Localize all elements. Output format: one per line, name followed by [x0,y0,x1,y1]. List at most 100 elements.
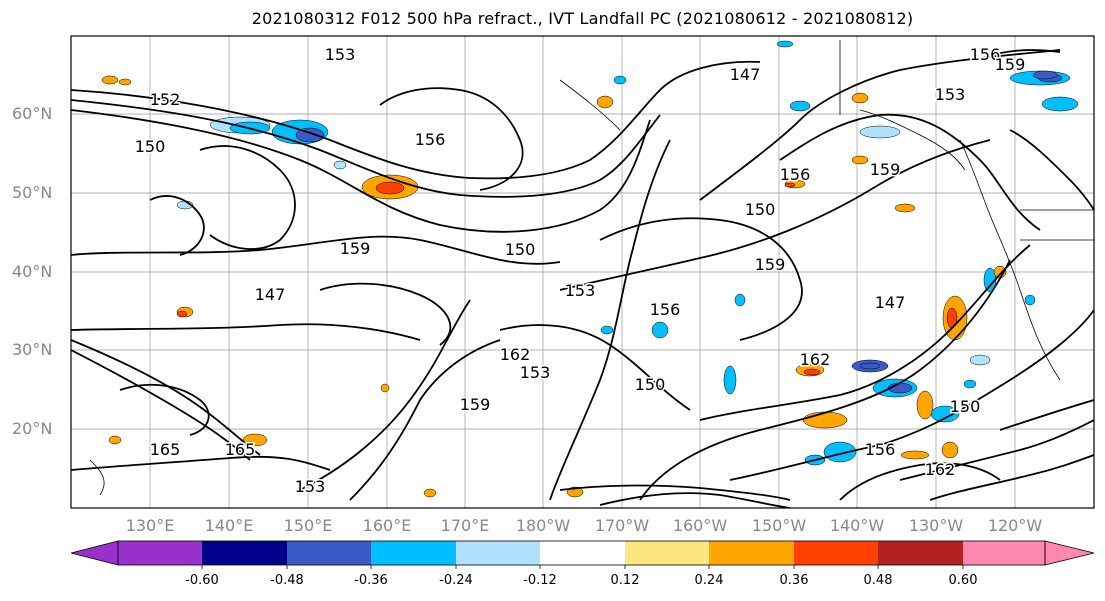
pc-shade-patch [1032,70,1058,80]
contour-line [71,235,561,265]
colorbar-tick-label: 0.60 [948,573,978,588]
map-frame [70,35,1095,509]
pc-shade-patch [851,155,869,165]
colorbar-bin [963,541,1045,565]
contour-line [71,109,651,233]
lon-label: 130°W [908,516,964,535]
pc-shade-patch [823,441,857,463]
pc-shade-patch [333,160,347,170]
contour-label: 162 [800,350,831,369]
contour-line [639,259,1011,501]
contour-line [71,349,251,461]
pc-shade-patch [859,362,881,370]
contour-line [549,139,671,501]
colorbar-tick-label: -0.48 [270,573,304,588]
pc-shade-patch [242,433,268,447]
contour-label: 156 [650,300,681,319]
contour-line [119,383,210,436]
contour-line [779,113,1041,231]
contour-line [71,323,421,341]
contour-label: 159 [340,239,371,258]
contour-line [929,454,1094,501]
contour-label: 147 [255,285,286,304]
colorbar-bin [540,541,625,565]
contour-line [699,244,1031,421]
contour-label: 147 [255,285,286,304]
contour-label: 165 [150,440,181,459]
contour-label: 152 [150,90,181,109]
pc-shade-patch [916,390,934,420]
pc-shade-patch [380,383,390,393]
contour-label: 153 [520,363,551,382]
contour-line [1009,129,1094,211]
pc-shade-patch [423,488,437,498]
contour-line [349,339,501,501]
contour-label: 162 [500,345,531,364]
colorbar-bin [118,541,202,565]
contour-line [149,195,205,256]
coastline [89,459,105,496]
colorbar-bin [456,541,540,565]
contour-label: 156 [415,130,446,149]
contour-line [199,145,296,250]
colorbar-tick-label: -0.24 [439,573,473,588]
lon-label: 140°E [204,516,254,535]
pc-shade-patch [851,92,869,104]
colorbar-bin [625,541,709,565]
colorbar-bin [878,541,963,565]
pc-shade-patch [784,182,796,188]
pc-shade-patch [1041,96,1079,112]
lat-label: 30°N [12,340,53,359]
colorbar-tick-label: -0.36 [354,573,388,588]
refractivity-contours [71,49,1094,508]
pc-shade-patch [802,411,848,429]
lon-label: 130°E [125,516,175,535]
contour-line [71,339,261,456]
contour-label: 162 [925,460,956,479]
colorbar-tick-label: 0.36 [779,573,809,588]
lon-label: 120°W [987,516,1043,535]
contour-line [599,217,803,341]
contour-label: 156 [780,165,811,184]
pc-shade-patch [108,435,122,445]
lon-label: 180°W [515,516,571,535]
colorbar-extend-right [1044,540,1095,566]
contour-line [71,60,761,180]
contour-line [71,99,661,198]
contour-line [999,399,1094,431]
pc-shade-patch [734,293,746,307]
lat-label: 20°N [12,419,53,438]
contour-line [559,139,991,291]
pc-shade-patch [723,365,737,395]
lon-label: 150°E [283,516,333,535]
pc-shade-patch [118,78,132,86]
contour-label: 150 [950,397,981,416]
lon-label: 140°W [829,516,885,535]
colorbar [70,540,1095,569]
pc-shade-patch [776,40,794,48]
colorbar-tick-label: 0.48 [863,573,893,588]
contour-label: 153 [565,281,596,300]
contour-line [899,419,1094,481]
pc-shade-patch [969,354,991,366]
colorbar-extend-left [70,540,119,566]
pc-shade-patch [963,379,977,389]
lon-label: 150°W [751,516,807,535]
lon-label: 170°E [440,516,490,535]
graticule [71,36,1094,508]
colorbar-tick-label: -0.60 [185,573,219,588]
contour-line [729,309,1094,481]
contour-label: 150 [135,137,166,156]
map-title: 2021080312 F012 500 hPa refract., IVT La… [251,9,914,28]
colorbar-bin [709,541,794,565]
colorbar-bin [287,541,371,565]
lon-label: 170°W [594,516,650,535]
contour-line [599,492,791,508]
pc-shade-patch [600,325,614,335]
pc-shade-patch [375,181,405,195]
pc-shade-patch [941,441,959,459]
contour-line [71,455,331,471]
contour-label: 159 [460,395,491,414]
